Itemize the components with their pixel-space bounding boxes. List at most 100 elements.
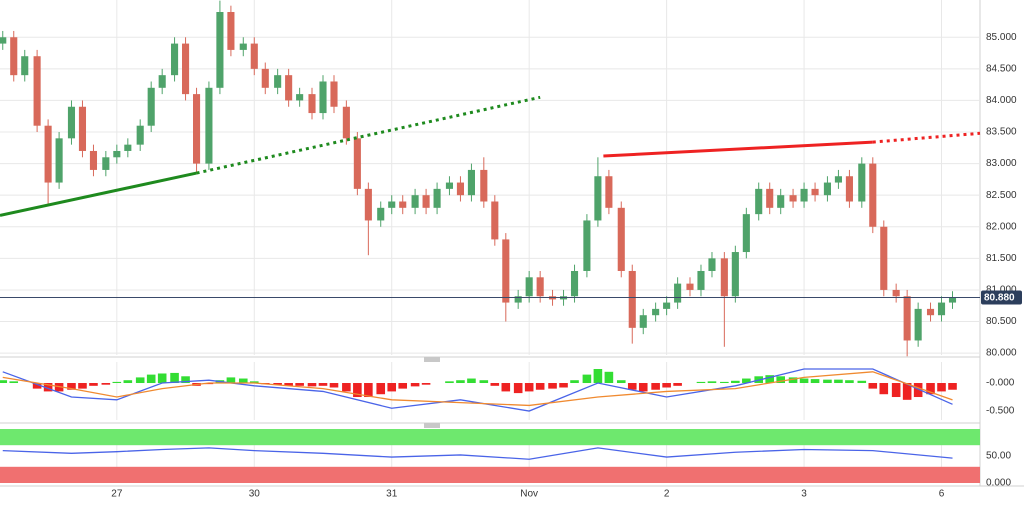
histogram-bar — [157, 373, 167, 384]
panel — [0, 362, 957, 420]
candle-body — [708, 258, 716, 271]
candle-body — [800, 188, 808, 202]
panel-grip[interactable] — [424, 423, 440, 428]
trend-line — [0, 171, 197, 217]
candle-body — [124, 144, 132, 151]
candle-body — [261, 68, 269, 88]
histogram-bar — [823, 379, 832, 384]
candle-body — [536, 277, 544, 297]
y-tick-label: 80.500 — [986, 316, 1017, 327]
candle-body — [914, 308, 922, 341]
histogram-bar — [868, 383, 878, 389]
candle-body — [880, 226, 888, 290]
histogram-bar — [799, 378, 809, 384]
histogram-bar — [673, 383, 682, 386]
histogram-bar — [146, 374, 156, 384]
candle-body — [136, 125, 144, 145]
histogram-bar — [570, 380, 579, 384]
histogram-bar — [513, 383, 523, 394]
candle-body — [823, 182, 831, 196]
histogram-bar — [135, 377, 145, 384]
histogram-bar — [535, 383, 545, 390]
histogram-bar — [329, 383, 339, 388]
histogram-bar — [123, 380, 133, 384]
histogram-bar — [696, 381, 706, 384]
candle-body — [869, 163, 877, 227]
candle-body — [342, 106, 350, 139]
panel-grip[interactable] — [424, 357, 440, 362]
last-price-tag — [981, 290, 1022, 305]
histogram-bar — [43, 383, 53, 392]
histogram-bar — [387, 383, 397, 392]
trend-line — [603, 140, 873, 158]
candle-body — [948, 297, 957, 303]
candle-body — [720, 258, 728, 297]
level-band — [0, 429, 980, 446]
candle-body — [926, 308, 935, 316]
candle-body — [766, 188, 774, 208]
y-tick-label: -0.500 — [986, 406, 1015, 417]
histogram-bar — [307, 383, 317, 387]
candle-body — [789, 195, 797, 202]
candle-body — [845, 176, 853, 202]
y-tick-label: 82.000 — [986, 221, 1017, 232]
panel — [0, 429, 980, 483]
y-tick-label: 84.000 — [986, 95, 1017, 106]
histogram-bar — [604, 371, 614, 384]
histogram-bar — [284, 383, 293, 386]
candle-body — [777, 195, 785, 208]
candle-body — [583, 220, 591, 271]
candle-body — [697, 270, 705, 290]
x-tick-label: 2 — [664, 489, 670, 500]
histogram-bar — [937, 383, 946, 392]
histogram-bar — [342, 383, 351, 392]
histogram-bar — [913, 383, 923, 398]
x-tick-label: 3 — [801, 489, 807, 500]
histogram-bar — [456, 380, 465, 384]
candle-body — [158, 75, 166, 88]
candle-body — [525, 277, 533, 297]
candle-body — [274, 75, 282, 88]
histogram-bar — [0, 380, 8, 384]
candle-body — [514, 296, 522, 303]
candle-body — [113, 150, 121, 158]
histogram-bar — [926, 383, 935, 395]
histogram-bar — [845, 380, 854, 384]
histogram-bar — [238, 378, 248, 384]
candle-body — [617, 207, 625, 271]
x-tick-label: 27 — [111, 489, 123, 500]
candle-body — [89, 150, 98, 170]
histogram-bar — [742, 378, 751, 384]
candle-body — [663, 302, 671, 309]
candle-body — [858, 163, 866, 202]
candle-body — [480, 169, 488, 202]
histogram-bar — [9, 381, 19, 384]
histogram-bar — [353, 383, 362, 398]
candle-body — [399, 201, 407, 208]
histogram-bar — [364, 383, 373, 398]
histogram-bar — [101, 383, 111, 385]
candle-body — [33, 56, 41, 126]
candle-body — [285, 75, 293, 101]
candle-body — [742, 214, 750, 253]
candle-body — [570, 270, 579, 297]
histogram-bar — [810, 379, 820, 384]
candle-body — [44, 125, 52, 183]
candle-body — [422, 195, 430, 208]
candle-body — [491, 201, 499, 240]
indicator-line — [2, 368, 953, 412]
indicator-line — [2, 371, 953, 407]
candle-body — [250, 43, 258, 69]
x-tick-label: 30 — [249, 489, 261, 500]
histogram-bar — [582, 374, 592, 384]
histogram-bar — [490, 383, 500, 386]
histogram-bar — [32, 383, 42, 389]
candle-body — [456, 182, 464, 196]
histogram-bar — [948, 383, 957, 390]
candle-body — [239, 43, 247, 50]
histogram-bar — [89, 383, 98, 386]
candle-body — [433, 188, 441, 208]
y-tick-label: 82.500 — [986, 190, 1017, 201]
histogram-bar — [879, 383, 889, 395]
